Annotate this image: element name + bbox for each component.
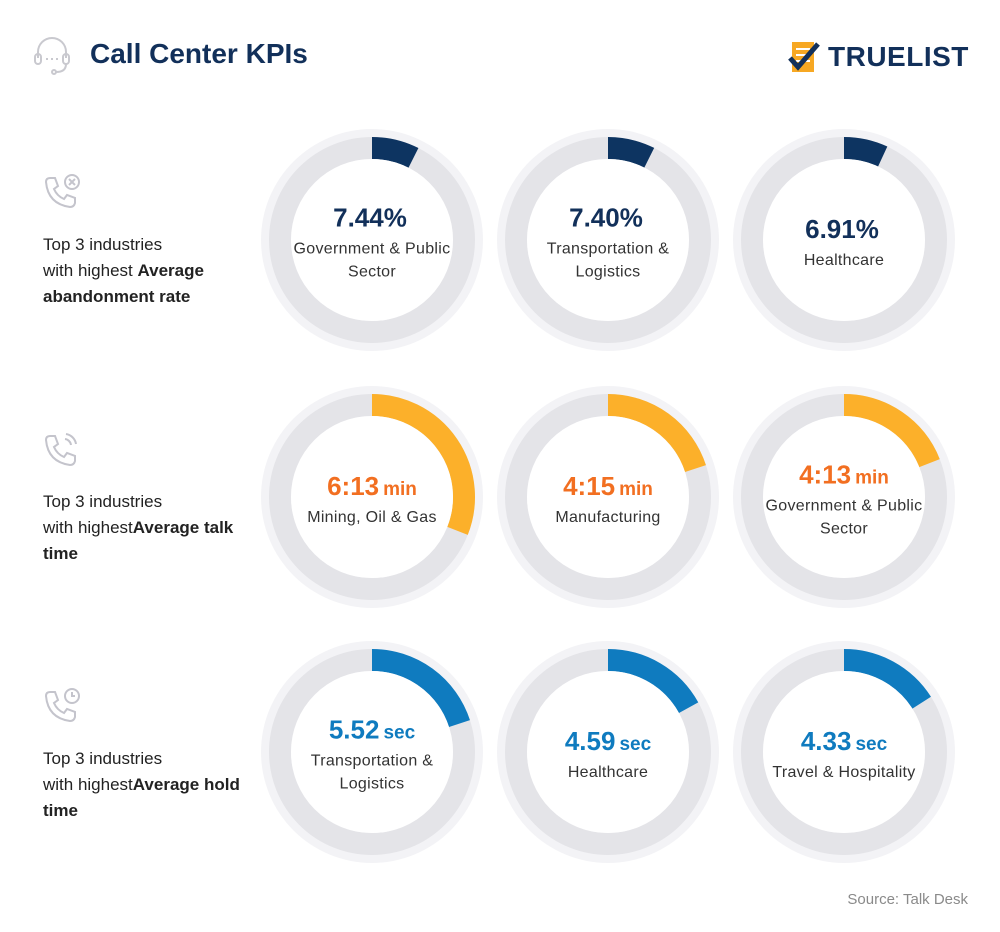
donut-center [527,416,689,578]
donut-center [527,159,689,321]
label-line: Top 3 industries [43,492,163,511]
source-note: Source: Talk Desk [847,891,968,908]
kpi-unit: sec [855,734,888,755]
industry-label: Government & Public Sector [293,240,451,281]
row-label: Top 3 industries with highestAverage talk… [43,489,243,567]
donut-arc [371,394,475,535]
phone-x-icon [42,172,84,219]
kpi-unit: sec [619,734,652,755]
donut-arc [843,394,940,468]
donut-arc [607,394,706,473]
label-line: Top 3 industries [43,235,163,254]
donut-center [763,671,925,833]
industry-label: Transportation & Logistics [546,240,670,281]
industry-label: Travel & Hospitality [772,764,916,781]
industry-label: Manufacturing [555,509,661,526]
kpi-unit: min [619,479,653,500]
donut-center [763,416,925,578]
label-line: with highest [43,518,133,537]
donut-arc [607,137,655,168]
label-metric: Average hold time [43,775,240,820]
headset-icon [32,36,72,81]
kpi-value: 4:13 [799,459,852,490]
truelist-logo: TRUELIST [788,40,969,74]
kpi-value: 7.40% [569,202,643,233]
industry-label: Healthcare [803,252,885,269]
label-line: Top 3 industries [43,749,163,768]
checklist-icon [788,42,820,72]
donut-label: 4.59 sec Healthcare [518,726,698,784]
row-label: Top 3 industries with highestAverage hold… [43,746,243,824]
kpi-unit: sec [383,722,416,744]
donut-center [527,671,689,833]
kpi-value: 4.33 [800,726,852,756]
phone-call-icon [42,430,84,477]
donut-label: 4.33 sec Travel & Hospitality [754,726,934,784]
industry-label: Government & Public Sector [765,497,923,538]
donut-center [291,671,453,833]
phone-clock-icon [42,686,84,733]
kpi-value: 6:13 [327,471,380,501]
page-title: Call Center KPIs [90,38,308,69]
donut-label: 5.52 sec Transportation & Logistics [282,715,462,796]
donut-arc [371,649,470,728]
kpi-unit: min [855,467,889,489]
kpi-value: 7.44% [333,202,407,233]
kpi-value: 5.52 [328,714,380,745]
donut-label: 4:13 min Government & Public Sector [754,460,934,541]
kpi-value: 4:15 [563,471,616,501]
label-metric: Average talk time [43,518,234,563]
donut-center [763,159,925,321]
label-line: with highest [43,775,133,794]
kpi-unit: min [383,479,417,500]
kpi-value: 4.59 [564,726,616,756]
industry-label: Transportation & Logistics [310,752,434,793]
industry-label: Mining, Oil & Gas [307,509,437,526]
donut-label: 4:15 min Manufacturing [518,471,698,529]
kpi-value: 6.91% [805,214,879,244]
donut-arc [607,649,699,714]
label-metric: Average abandonment rate [43,261,204,306]
row-label: Top 3 industries with highest Average aba… [43,232,243,310]
donut-arc [843,649,931,709]
donut-center [291,159,453,321]
donut-label: 6.91% Healthcare [754,214,934,272]
donut-center [291,416,453,578]
industry-label: Healthcare [567,764,649,781]
donut-arc [843,137,888,167]
donut-label: 7.44% Government & Public Sector [282,203,462,284]
label-line: with highest [43,261,138,280]
donut-arc [371,137,419,168]
donut-label: 6:13 min Mining, Oil & Gas [282,471,462,529]
donut-label: 7.40% Transportation & Logistics [518,203,698,284]
